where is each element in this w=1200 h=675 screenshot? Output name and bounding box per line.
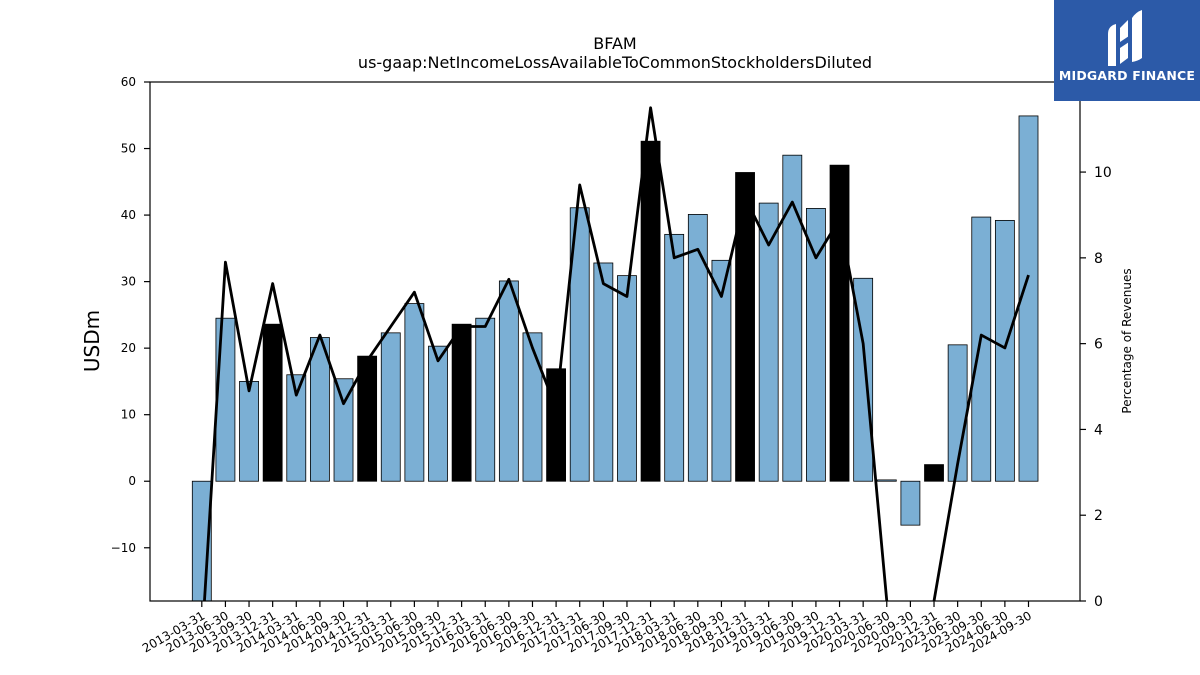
bar-2020-12-31 [924, 464, 944, 482]
y-tick-label: −10 [111, 541, 136, 555]
bar-2024-06-30 [994, 219, 1015, 482]
y-axis: −10 0 10 20 30 40 50 60 [111, 75, 150, 555]
bar-2016-06-30 [498, 280, 519, 482]
y2-axis-label: Percentage of Revenues [1120, 268, 1134, 413]
bar-2014-09-30 [333, 378, 354, 482]
bar-2016-09-30 [522, 332, 543, 482]
y-tick-label: 20 [121, 341, 136, 355]
bar-2015-03-31 [380, 332, 401, 482]
x-axis: 2013-03-312013-06-302013-09-302013-12-31… [140, 601, 1034, 655]
bar-2014-12-31 [357, 355, 378, 482]
y-axis-label: USDm [80, 310, 104, 372]
bar-2014-06-30 [309, 337, 330, 482]
bar-2019-12-31 [829, 164, 850, 482]
y2-tick-label: 0 [1094, 594, 1103, 610]
y-tick-label: 30 [121, 275, 136, 289]
bar-2019-03-31 [758, 202, 779, 482]
y-tick-label: 50 [121, 142, 136, 156]
y-tick-label: 0 [128, 474, 136, 488]
bar-2024-09-30 [1018, 115, 1039, 482]
brand-logo: MIDGARD FINANCE [1054, 0, 1200, 101]
line-layer [203, 106, 1030, 601]
bar-2017-03-31 [569, 207, 590, 482]
bar-2017-09-30 [617, 275, 637, 482]
bar-2020-03-31 [853, 277, 874, 482]
y2-tick-label: 10 [1094, 165, 1112, 181]
chart-title: BFAM [593, 34, 636, 53]
y2-tick-label: 6 [1094, 337, 1103, 353]
bars-group [191, 115, 1039, 601]
series-line-percentage [203, 106, 1030, 601]
brand-name: MIDGARD FINANCE [1058, 68, 1196, 83]
y-tick-label: 60 [121, 75, 136, 89]
y2-tick-label: 4 [1094, 422, 1103, 438]
bar-2015-06-30 [404, 303, 425, 482]
bar-2019-06-30 [782, 154, 803, 482]
bar-2013-12-31 [262, 323, 283, 482]
y-tick-label: 10 [121, 408, 136, 422]
bar-2015-12-31 [451, 323, 472, 482]
bar-2020-09-30 [900, 480, 921, 526]
bar-2017-06-30 [593, 262, 614, 482]
y2-axis: 0 2 4 6 8 10 [1080, 165, 1112, 610]
bar-2023-09-30 [971, 216, 992, 482]
bar-2016-03-31 [475, 317, 496, 482]
bar-2018-03-31 [664, 233, 685, 482]
y2-tick-label: 2 [1094, 508, 1103, 524]
bar-2019-09-30 [806, 208, 826, 482]
bar-2015-09-30 [428, 345, 448, 482]
plot-frame [149, 81, 1081, 602]
bar-2013-09-30 [239, 381, 259, 482]
bar-2018-06-30 [687, 214, 708, 482]
bar-2013-06-30 [215, 317, 236, 482]
bar-2016-12-31 [546, 368, 566, 482]
y-tick-label: 40 [121, 208, 136, 222]
bar-2014-03-31 [286, 374, 307, 482]
bar-2017-12-31 [640, 140, 661, 482]
bar-2018-12-31 [735, 172, 755, 482]
bar-2020-06-30 [876, 479, 897, 482]
midgard-logo-icon [1108, 10, 1142, 66]
bar-2018-09-30 [711, 259, 732, 482]
chart-subtitle: us-gaap:NetIncomeLossAvailableToCommonSt… [358, 53, 872, 72]
y2-tick-label: 8 [1094, 251, 1103, 267]
